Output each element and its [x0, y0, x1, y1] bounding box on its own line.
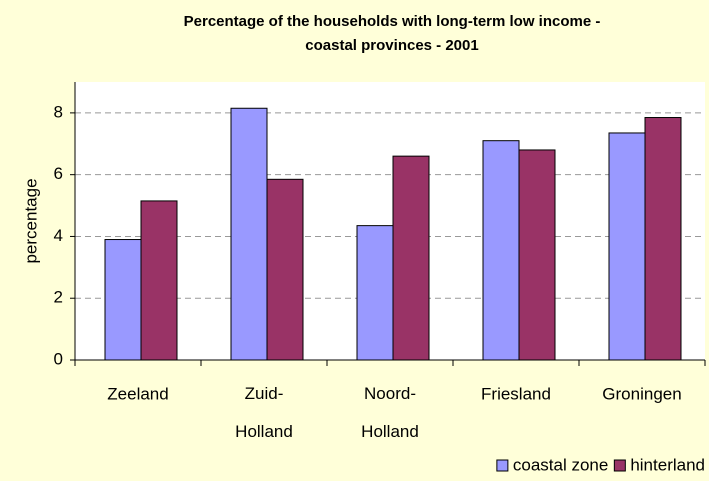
bar: [482, 140, 520, 361]
bar: [104, 239, 142, 361]
bar: [644, 117, 682, 361]
bar: [518, 149, 556, 361]
y-tick-label: 8: [54, 102, 63, 121]
chart-title: Percentage of the households with long-t…: [184, 13, 601, 30]
x-tick-label: Groningen: [602, 384, 681, 403]
legend-label: hinterland: [630, 455, 705, 474]
bar: [356, 225, 394, 361]
y-axis-label: percentage: [21, 178, 40, 263]
x-tick-label: Zuid-Holland: [235, 384, 293, 441]
bar: [392, 155, 430, 361]
y-tick-label: 0: [54, 349, 63, 368]
y-tick-label: 2: [54, 288, 63, 307]
y-tick-label: 6: [54, 164, 63, 183]
x-tick-label: Noord-Holland: [361, 384, 419, 441]
x-tick-label: Zeeland: [107, 384, 168, 403]
legend-label: coastal zone: [513, 455, 608, 474]
chart-title: coastal provinces - 2001: [305, 37, 478, 54]
bar: [230, 107, 268, 361]
legend-swatch: [613, 459, 626, 472]
legend-swatch: [496, 459, 509, 472]
bar: [140, 200, 178, 361]
x-tick-label: Friesland: [481, 384, 551, 403]
y-tick-label: 4: [54, 226, 63, 245]
bar: [608, 132, 646, 361]
bar: [266, 178, 304, 361]
